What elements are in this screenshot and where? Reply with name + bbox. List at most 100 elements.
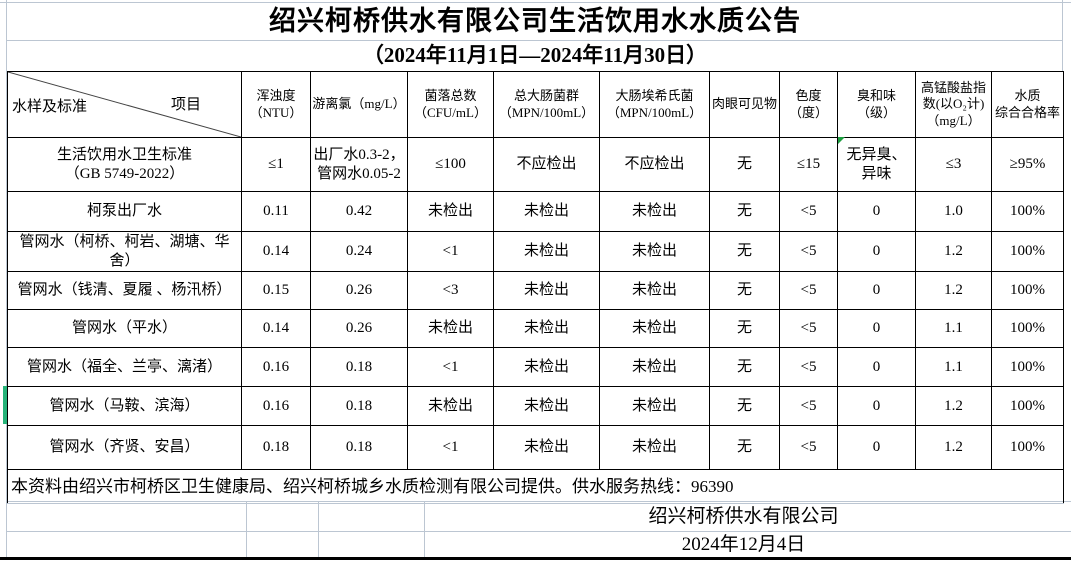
bottom-border-line: [0, 557, 1071, 560]
cell: 未检出: [599, 191, 710, 232]
cell: 无: [709, 231, 780, 272]
col-header-free-chlorine: 游离氯（mg/L）: [310, 71, 408, 138]
row-label: 管网水（钱清、夏履 、杨汛桥）: [7, 271, 242, 310]
cell: 无: [709, 309, 780, 348]
col-header-permanganate-index: 高锰酸盐指 数(以O₂计) （mg/L）: [915, 71, 992, 138]
gridline: [318, 502, 319, 557]
cell: 0: [837, 347, 916, 387]
cell: <5: [779, 425, 838, 470]
cell: 无: [709, 271, 780, 310]
table-row: 管网水（柯桥、柯岩、湖塘、华 舍） 0.14 0.24 <1 未检出 未检出 无…: [7, 231, 1064, 272]
cell: 0: [837, 231, 916, 272]
cell: 0.14: [241, 309, 311, 348]
cell: 无: [709, 137, 780, 192]
cell: ≥95%: [991, 137, 1064, 192]
corner-cell: 项目 水样及标准: [7, 71, 242, 138]
cell: 1.1: [915, 347, 992, 387]
table-row: 管网水（福全、兰亭、漓渚） 0.16 0.18 <1 未检出 未检出 无 <5 …: [7, 347, 1064, 387]
col-header-chroma: 色度 （度）: [779, 71, 838, 138]
cell: 未检出: [599, 231, 710, 272]
cell: 0.14: [241, 231, 311, 272]
col-header-pass-rate: 水质 综合合格率: [991, 71, 1064, 138]
cell: 0: [837, 271, 916, 310]
row-label: 管网水（柯桥、柯岩、湖塘、华 舍）: [7, 231, 242, 272]
cell: 未检出: [493, 425, 600, 470]
cell: <5: [779, 231, 838, 272]
row-presence-marker: [3, 386, 7, 424]
col-header-total-coliform: 总大肠菌群 （MPN/100mL）: [493, 71, 600, 138]
page-title: 绍兴柯桥供水有限公司生活饮用水水质公告: [269, 6, 801, 36]
report-period: （2024年11月1日—2024年11月30日）: [362, 43, 708, 67]
cell: ≤3: [915, 137, 992, 192]
cell: 0: [837, 309, 916, 348]
cell: 0.18: [310, 386, 408, 426]
cell: <1: [407, 231, 494, 272]
cell: 未检出: [599, 386, 710, 426]
cell: 100%: [991, 386, 1064, 426]
cell: 1.1: [915, 309, 992, 348]
cell: <3: [407, 271, 494, 310]
cell: 0.18: [310, 425, 408, 470]
cell: 不应检出: [493, 137, 600, 192]
col-header-colony-count: 菌落总数 （CFU/mL）: [407, 71, 494, 138]
cell: 100%: [991, 347, 1064, 387]
col-header-visible-matter: 肉眼可见物: [709, 71, 780, 138]
cell: 100%: [991, 191, 1064, 232]
cell-error-triangle-icon: [838, 137, 845, 144]
corner-item-label: 项目: [170, 97, 201, 113]
cell: 0.24: [310, 231, 408, 272]
cell: 未检出: [599, 309, 710, 348]
gridline: [1062, 0, 1063, 71]
col-header-odor: 臭和味 （级）: [837, 71, 916, 138]
cell: 0.15: [241, 271, 311, 310]
cell: 1.2: [915, 386, 992, 426]
cell: 0.18: [241, 425, 311, 470]
cell: 1.2: [915, 271, 992, 310]
corner-sample-label: 水样及标准: [12, 99, 88, 115]
cell: 100%: [991, 231, 1064, 272]
gridline: [0, 2, 1071, 3]
cell: ≤15: [779, 137, 838, 192]
table-row: 管网水（钱清、夏履 、杨汛桥） 0.15 0.26 <3 未检出 未检出 无 <…: [7, 271, 1064, 310]
cell: 100%: [991, 425, 1064, 470]
cell: 1.0: [915, 191, 992, 232]
table-row: 管网水（平水） 0.14 0.26 未检出 未检出 未检出 无 <5 0 1.1…: [7, 309, 1064, 348]
cell: 100%: [991, 309, 1064, 348]
gridline: [6, 0, 7, 558]
cell: 0: [837, 386, 916, 426]
cell: 未检出: [493, 271, 600, 310]
gridline: [6, 40, 1063, 41]
cell: 0.18: [310, 347, 408, 387]
diagonal-divider-line: [8, 72, 241, 137]
cell: 0.16: [241, 386, 311, 426]
cell: 0.42: [310, 191, 408, 232]
cell: <1: [407, 347, 494, 387]
gridline: [246, 502, 247, 557]
cell: 100%: [991, 271, 1064, 310]
cell: 0.11: [241, 191, 311, 232]
water-quality-table: 项目 水样及标准 浑浊度 （NTU） 游离氯（mg/L） 菌落总数 （CFU/m…: [7, 71, 1064, 504]
footer-note: 本资料由绍兴市柯桥区卫生健康局、绍兴柯桥城乡水质检测有限公司提供。供水服务热线：…: [7, 469, 1064, 504]
cell: 未检出: [493, 386, 600, 426]
cell: 0: [837, 425, 916, 470]
cell: 未检出: [407, 386, 494, 426]
col-header-ecoli: 大肠埃希氏菌 （MPN/100mL）: [599, 71, 710, 138]
cell: ≤1: [241, 137, 311, 192]
table-row-standard: 生活饮用水卫生标准 （GB 5749-2022） ≤1 出厂水0.3-2， 管网…: [7, 137, 1064, 192]
cell: <5: [779, 271, 838, 310]
row-label: 管网水（平水）: [7, 309, 242, 348]
row-label: 柯泵出厂水: [7, 191, 242, 232]
cell: 0.26: [310, 309, 408, 348]
cell: 0.26: [310, 271, 408, 310]
cell: 未检出: [599, 347, 710, 387]
cell: 1.2: [915, 425, 992, 470]
table-row: 管网水（齐贤、安昌） 0.18 0.18 <1 未检出 未检出 无 <5 0 1…: [7, 425, 1064, 470]
cell: 未检出: [407, 191, 494, 232]
cell: 无异臭、 异味: [837, 137, 916, 192]
cell: 未检出: [493, 309, 600, 348]
cell: 0: [837, 191, 916, 232]
cell: <5: [779, 386, 838, 426]
col-header-turbidity: 浑浊度 （NTU）: [241, 71, 311, 138]
cell: 无: [709, 191, 780, 232]
company-signature: 绍兴柯桥供水有限公司: [648, 506, 839, 527]
